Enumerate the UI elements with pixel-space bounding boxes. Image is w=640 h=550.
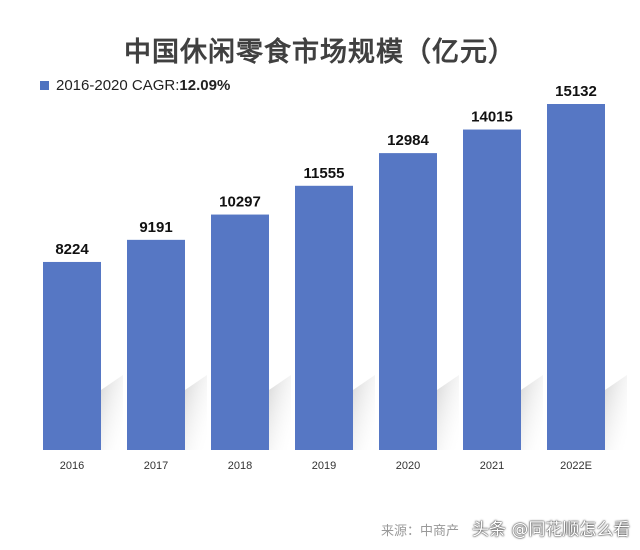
x-tick-label: 2017: [144, 460, 168, 472]
bar-shadow: [437, 375, 459, 450]
x-tick-label: 2022E: [560, 460, 592, 472]
bar-2022E: [547, 104, 605, 450]
legend: 2016-2020 CAGR: 12.09%: [40, 77, 230, 94]
bar-2018: [211, 214, 269, 450]
x-tick-label: 2021: [480, 460, 504, 472]
bar-shadow: [185, 375, 207, 450]
data-label: 12984: [387, 132, 429, 149]
data-label: 9191: [139, 219, 172, 236]
bar-2020: [379, 153, 437, 450]
bar-2017: [127, 239, 185, 450]
bar-shadow: [269, 375, 291, 450]
bar-shadow: [101, 375, 123, 450]
bar-shadow: [353, 375, 375, 450]
source-note: 来源：中商产: [381, 524, 460, 539]
legend-swatch: [40, 81, 49, 90]
bar-shadow: [521, 375, 543, 450]
data-label: 8224: [55, 241, 89, 258]
x-tick-label: 2020: [396, 460, 420, 472]
bar-shadow: [605, 375, 627, 450]
watermark: 头条 @同花顺怎么看: [472, 520, 631, 540]
chart-title: 中国休闲零食市场规模（亿元）: [124, 37, 516, 68]
bar-2019: [295, 185, 353, 450]
data-label: 11555: [304, 165, 345, 182]
legend-label: 2016-2020 CAGR:: [56, 77, 180, 94]
data-label: 10297: [219, 194, 261, 211]
x-tick-label: 2018: [228, 460, 252, 472]
legend-value: 12.09%: [179, 77, 231, 94]
data-label: 14015: [471, 109, 513, 126]
bar-2021: [463, 129, 521, 450]
x-tick-label: 2019: [312, 460, 336, 472]
data-label: 15132: [555, 83, 597, 100]
bar-2016: [43, 261, 101, 450]
x-tick-label: 2016: [60, 460, 84, 472]
